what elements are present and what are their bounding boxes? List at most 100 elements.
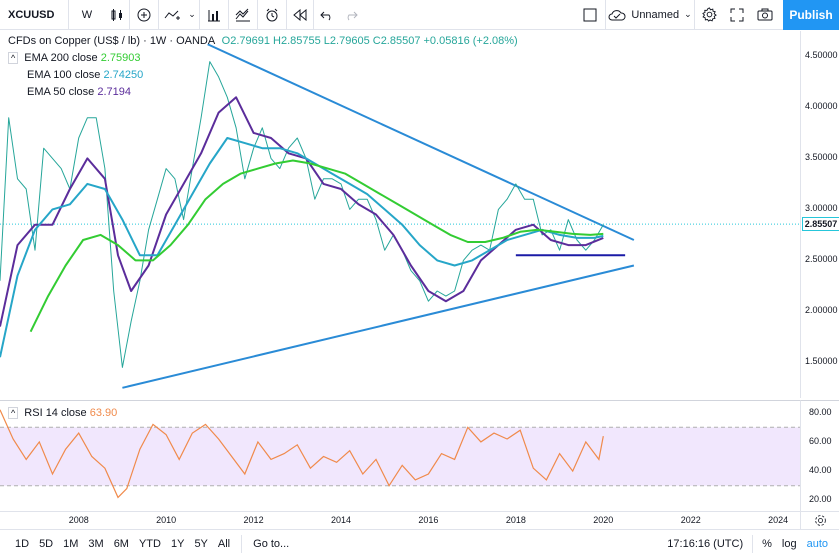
toolbar-divider bbox=[228, 0, 229, 30]
ema100-value: 2.74250 bbox=[103, 69, 144, 81]
range-button-all[interactable]: All bbox=[217, 537, 231, 550]
price-tick-label: 4.00000 bbox=[805, 101, 838, 112]
rsi-line bbox=[0, 409, 604, 499]
price-tick-label: 2.00000 bbox=[805, 305, 838, 316]
chevron-up-icon[interactable]: ^ bbox=[8, 407, 19, 419]
indicators-icon[interactable] bbox=[159, 0, 185, 30]
legend-ema200[interactable]: ^ EMA 200 close 2.75903 bbox=[8, 52, 141, 64]
axis-settings-gear-icon[interactable] bbox=[800, 511, 839, 529]
rsi-value: 63.90 bbox=[89, 407, 118, 419]
range-button-1y[interactable]: 1Y bbox=[170, 537, 185, 550]
rsi-band bbox=[0, 427, 800, 486]
time-tick-label: 2024 bbox=[768, 515, 789, 525]
utc-clock[interactable]: 17:16:16 (UTC) bbox=[667, 537, 744, 550]
chevron-down-icon: ⌄ bbox=[684, 9, 692, 19]
top-toolbar: XCUUSD W ⌄ Unnamed ⌄ bbox=[0, 0, 839, 30]
price-tick-label: 1.50000 bbox=[805, 356, 838, 367]
range-button-6m[interactable]: 6M bbox=[113, 537, 129, 550]
goto-button[interactable]: Go to... bbox=[253, 537, 290, 550]
toolbar-divider bbox=[68, 0, 69, 30]
price-axis[interactable]: 4.50000 4.00000 3.50000 3.00000 2.50000 2.000… bbox=[800, 31, 839, 398]
scale-option-auto[interactable]: auto bbox=[806, 537, 828, 550]
symbol-search-button[interactable]: XCUUSD bbox=[0, 0, 68, 30]
ema50-value: 2.7194 bbox=[97, 86, 131, 98]
camera-snapshot-icon[interactable] bbox=[751, 0, 779, 30]
fullscreen-select-icon[interactable] bbox=[575, 0, 605, 30]
legend-ema100[interactable]: EMA 100 close 2.74250 bbox=[27, 69, 143, 81]
rsi-tick-label: 60.00 bbox=[809, 435, 832, 446]
financials-icon[interactable] bbox=[200, 0, 228, 30]
rsi-label: RSI 14 close bbox=[24, 407, 87, 419]
ema200-label: EMA 200 close bbox=[24, 52, 98, 64]
price-pane[interactable]: CFDs on Copper (US$ / lb) · 1W · OANDA O… bbox=[0, 31, 800, 398]
rsi-tick-label: 20.00 bbox=[809, 494, 832, 505]
bottom-bar: 1D 5D 1M 3M 6M YTD 1Y 5Y All Go to... 17:16:16 (… bbox=[0, 529, 839, 557]
price-tick-label: 3.00000 bbox=[805, 203, 838, 214]
range-button-1m[interactable]: 1M bbox=[63, 537, 79, 550]
toolbar-divider bbox=[158, 0, 159, 30]
rsi-pane[interactable]: ^ RSI 14 close 63.90 bbox=[0, 400, 800, 511]
legend-ema50[interactable]: EMA 50 close 2.7194 bbox=[27, 86, 131, 98]
ema100-label: EMA 100 close bbox=[27, 69, 101, 81]
rsi-tick-label: 40.00 bbox=[809, 465, 832, 476]
settings-gear-icon[interactable] bbox=[695, 0, 723, 30]
toolbar-divider bbox=[605, 0, 606, 30]
toolbar-divider bbox=[313, 0, 314, 30]
undo-icon[interactable] bbox=[314, 0, 340, 30]
ema200-line bbox=[29, 159, 604, 333]
time-tick-label: 2016 bbox=[418, 515, 439, 525]
compare-add-icon[interactable] bbox=[130, 0, 158, 30]
scale-option-percent[interactable]: % bbox=[762, 537, 772, 550]
price-tick-label: 3.50000 bbox=[805, 152, 838, 163]
layout-name: Unnamed bbox=[631, 8, 680, 21]
time-tick-label: 2010 bbox=[156, 515, 177, 525]
price-line bbox=[0, 61, 604, 368]
scale-option-log[interactable]: log bbox=[781, 537, 797, 550]
range-button-5d[interactable]: 5D bbox=[39, 537, 54, 550]
fullscreen-icon[interactable] bbox=[723, 0, 751, 30]
redo-icon[interactable] bbox=[340, 0, 362, 30]
toolbar-divider bbox=[129, 0, 130, 30]
save-layout-button[interactable]: Unnamed ⌄ bbox=[606, 0, 694, 30]
descending-trendline bbox=[207, 43, 635, 241]
templates-icon[interactable] bbox=[229, 0, 257, 30]
ascending-trendline bbox=[122, 264, 635, 389]
time-tick-label: 2014 bbox=[330, 515, 351, 525]
legend-title: CFDs on Copper (US$ / lb) · 1W · OANDA bbox=[8, 35, 215, 47]
symbol-label: XCUUSD bbox=[8, 8, 55, 21]
legend-ohlc: O2.79691 H2.85755 L2.79605 C2.85507 +0.0… bbox=[221, 35, 518, 47]
price-chart bbox=[0, 43, 800, 389]
ema50-label: EMA 50 close bbox=[27, 86, 95, 98]
ema200-value: 2.75903 bbox=[100, 52, 141, 64]
interval-label: W bbox=[81, 8, 93, 21]
range-button-ytd[interactable]: YTD bbox=[138, 537, 161, 550]
chevron-down-icon[interactable]: ⌄ bbox=[188, 9, 196, 19]
legend-rsi[interactable]: ^ RSI 14 close 63.90 bbox=[8, 407, 117, 419]
price-tick-label: 4.50000 bbox=[805, 50, 838, 61]
ema100-line bbox=[0, 137, 604, 358]
legend-title-row: CFDs on Copper (US$ / lb) · 1W · OANDA O… bbox=[8, 35, 518, 47]
last-price-tag: 2.85507 bbox=[802, 217, 839, 232]
interval-button[interactable]: W bbox=[69, 0, 105, 30]
range-button-1d[interactable]: 1D bbox=[15, 537, 30, 550]
time-tick-label: 2008 bbox=[68, 515, 89, 525]
toolbar-divider bbox=[286, 0, 287, 30]
replay-icon[interactable] bbox=[287, 0, 313, 30]
rsi-chart bbox=[0, 409, 800, 499]
toolbar-divider bbox=[694, 0, 695, 30]
time-tick-label: 2018 bbox=[505, 515, 526, 525]
chart-type-candles-icon[interactable] bbox=[105, 0, 129, 30]
divider bbox=[241, 534, 243, 553]
price-tick-label: 2.50000 bbox=[805, 254, 838, 265]
chevron-up-icon[interactable]: ^ bbox=[8, 52, 19, 64]
time-axis[interactable]: 2008 2010 2012 2014 2016 2018 2020 2022 2024 bbox=[0, 511, 800, 529]
range-button-3m[interactable]: 3M bbox=[88, 537, 104, 550]
scale-options: % log auto bbox=[757, 538, 839, 550]
time-tick-label: 2020 bbox=[593, 515, 614, 525]
toolbar-divider bbox=[199, 0, 200, 30]
range-button-5y[interactable]: 5Y bbox=[194, 537, 208, 550]
alert-clock-icon[interactable] bbox=[258, 0, 286, 30]
publish-button[interactable]: Publish bbox=[783, 0, 839, 30]
rsi-tick-label: 80.00 bbox=[809, 406, 832, 417]
rsi-axis[interactable]: 80.00 60.00 40.00 20.00 bbox=[800, 400, 839, 511]
